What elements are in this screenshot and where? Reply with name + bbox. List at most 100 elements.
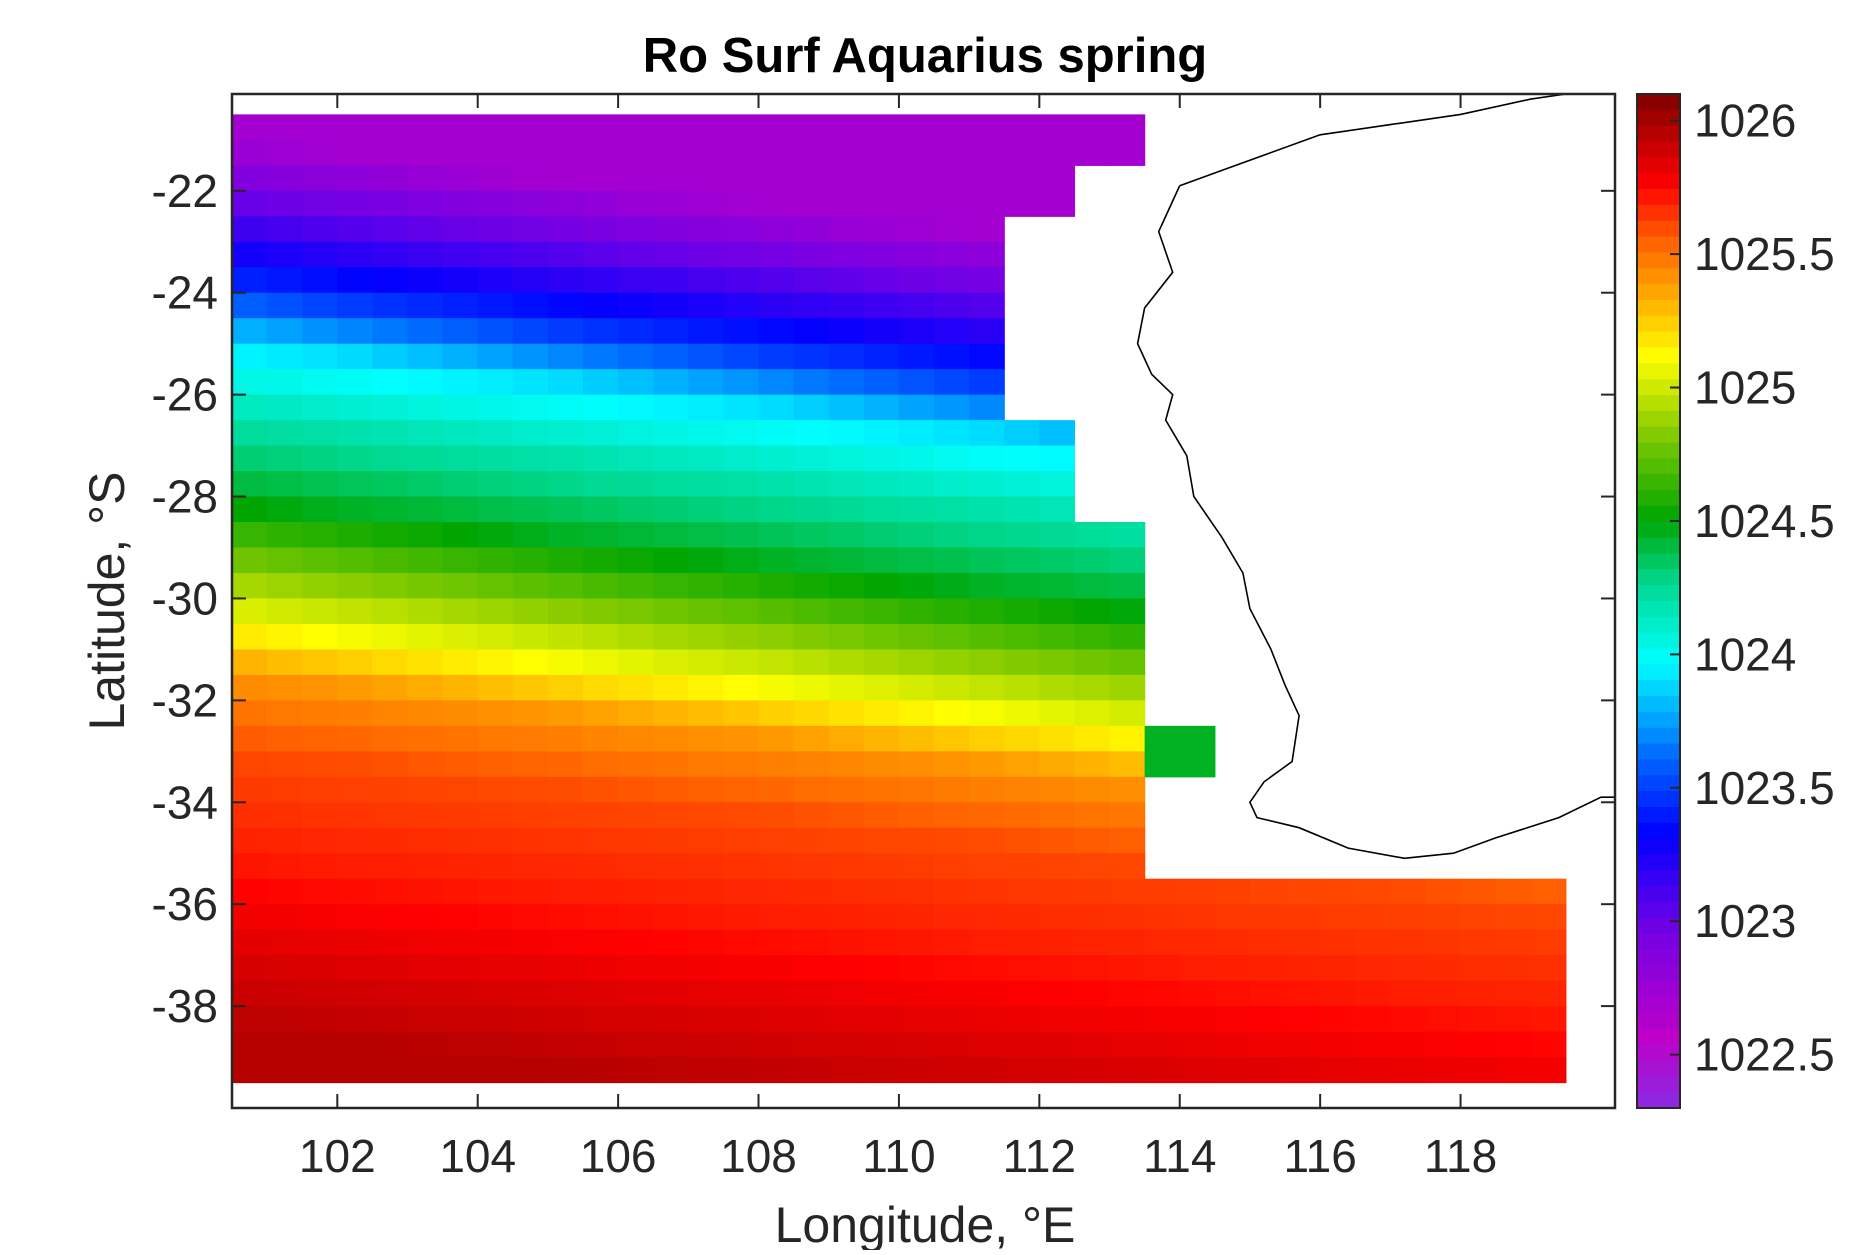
- heatmap-cell: [969, 776, 1005, 803]
- heatmap-cell: [407, 776, 444, 803]
- heatmap-cell: [723, 496, 760, 523]
- heatmap-cell: [442, 496, 479, 523]
- heatmap-cell: [267, 904, 303, 931]
- heatmap-cell: [442, 751, 479, 778]
- heatmap-cell: [1074, 929, 1111, 956]
- heatmap-cell: [372, 445, 409, 472]
- heatmap-cell: [1039, 1057, 1076, 1084]
- heatmap-cell: [337, 853, 373, 880]
- heatmap-cell: [934, 267, 970, 294]
- heatmap-cell: [863, 522, 900, 549]
- heatmap-cell: [863, 649, 900, 676]
- heatmap-cell: [618, 751, 654, 778]
- heatmap-cell: [232, 190, 268, 217]
- heatmap-cell: [442, 369, 479, 396]
- heatmap-cell: [477, 343, 514, 370]
- heatmap-cell: [793, 853, 830, 880]
- heatmap-cell: [1074, 802, 1111, 829]
- heatmap-cell: [372, 190, 409, 217]
- heatmap-cell: [1039, 955, 1076, 982]
- heatmap-cell: [372, 1031, 409, 1058]
- heatmap-cell: [267, 420, 303, 447]
- heatmap-cell: [302, 598, 338, 625]
- coastline: [1136, 93, 1615, 860]
- heatmap-cell: [793, 623, 830, 651]
- heatmap-cell: [547, 929, 584, 956]
- heatmap-cell: [1109, 114, 1146, 141]
- heatmap-cell: [863, 420, 900, 447]
- heatmap-cell: [653, 929, 689, 956]
- heatmap-cell: [232, 623, 268, 651]
- heatmap-cell: [583, 955, 619, 982]
- colorbar-segment: [1637, 426, 1680, 444]
- heatmap-cell: [477, 394, 514, 421]
- heatmap-cell: [547, 496, 584, 523]
- heatmap-cell: [898, 445, 935, 472]
- heatmap-cell: [828, 165, 865, 192]
- heatmap-cell: [477, 114, 514, 141]
- heatmap-cell: [547, 1057, 584, 1084]
- heatmap-cell: [583, 1057, 619, 1084]
- colorbar-segment: [1637, 981, 1680, 998]
- heatmap-cell: [372, 139, 409, 166]
- heatmap-cell: [1004, 674, 1040, 701]
- heatmap-cell: [969, 267, 1005, 294]
- heatmap-cell: [653, 190, 689, 217]
- heatmap-cell: [1214, 1031, 1251, 1058]
- heatmap-cell: [547, 572, 584, 600]
- heatmap-cell: [793, 114, 830, 141]
- heatmap-cell: [337, 165, 373, 192]
- heatmap-cell: [372, 649, 409, 676]
- heatmap-cell: [828, 904, 865, 931]
- heatmap-cell: [898, 420, 935, 447]
- heatmap-cell: [723, 522, 760, 549]
- heatmap-cell: [758, 572, 795, 600]
- heatmap-cell: [934, 139, 970, 166]
- heatmap-cell: [898, 114, 935, 141]
- heatmap-cell: [934, 623, 970, 651]
- y-tick-label: -28: [152, 471, 218, 523]
- heatmap-cell: [793, 1031, 830, 1058]
- heatmap-cell: [407, 572, 444, 600]
- heatmap-cell: [407, 139, 444, 166]
- heatmap-cell: [688, 980, 725, 1007]
- heatmap-cell: [723, 802, 760, 829]
- heatmap-cell: [1074, 674, 1111, 701]
- heatmap-cell: [969, 725, 1005, 752]
- heatmap-cell: [793, 420, 830, 447]
- heatmap-cell: [1004, 420, 1040, 447]
- colorbar-segment: [1637, 1092, 1680, 1109]
- heatmap-cell: [653, 572, 689, 600]
- heatmap-cell: [477, 139, 514, 166]
- heatmap-cell: [618, 394, 654, 421]
- heatmap-cell: [267, 674, 303, 701]
- heatmap-cell: [512, 878, 549, 905]
- heatmap-cell: [793, 700, 830, 727]
- heatmap-cell: [232, 1006, 268, 1033]
- heatmap-cell: [267, 471, 303, 498]
- heatmap-cell: [1039, 139, 1076, 166]
- heatmap-cell: [337, 955, 373, 982]
- heatmap-cell: [372, 827, 409, 854]
- y-tick-label: -22: [152, 165, 218, 217]
- heatmap-cell: [618, 1057, 654, 1084]
- heatmap-cell: [969, 394, 1005, 421]
- heatmap-cell: [547, 292, 584, 319]
- heatmap-cell: [407, 751, 444, 778]
- heatmap-cell: [863, 216, 900, 243]
- colorbar-segment: [1637, 997, 1680, 1014]
- heatmap-cell: [302, 369, 338, 396]
- heatmap-cell: [337, 1057, 373, 1084]
- heatmap-cell: [407, 165, 444, 192]
- heatmap-cell: [618, 1031, 654, 1058]
- heatmap-cell: [969, 827, 1005, 854]
- heatmap-cell: [863, 496, 900, 523]
- heatmap-cell: [653, 955, 689, 982]
- heatmap-cell: [1039, 878, 1076, 905]
- heatmap-cell: [793, 929, 830, 956]
- heatmap-cell: [688, 674, 725, 701]
- heatmap-cell: [512, 1057, 549, 1084]
- heatmap-cell: [1320, 955, 1356, 982]
- heatmap-cell: [372, 776, 409, 803]
- heatmap-cell: [407, 980, 444, 1007]
